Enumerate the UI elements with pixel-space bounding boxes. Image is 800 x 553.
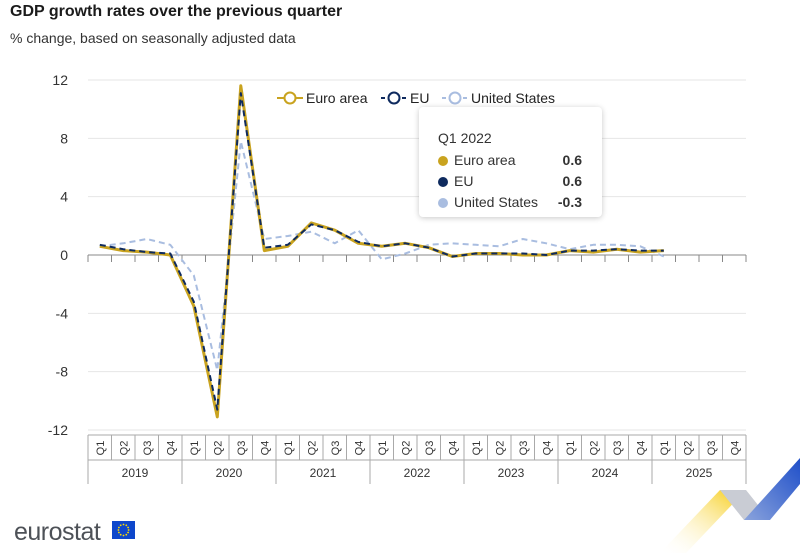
tooltip-value: 0.6 — [562, 152, 582, 168]
chart-title: GDP growth rates over the previous quart… — [10, 3, 343, 20]
x-year-label: 2021 — [310, 466, 337, 480]
x-quarter-label: Q1 — [565, 441, 577, 456]
x-year-label: 2025 — [686, 466, 713, 480]
x-quarter-label: Q2 — [212, 441, 224, 456]
y-tick-label: 8 — [60, 130, 68, 146]
chart-subtitle: % change, based on seasonally adjusted d… — [10, 30, 296, 46]
tooltip-name: Euro area — [454, 152, 516, 168]
y-tick-label: -8 — [56, 364, 69, 380]
tooltip-value: 0.6 — [562, 173, 582, 189]
x-quarter-label: Q3 — [142, 441, 154, 456]
x-quarter-label: Q2 — [306, 441, 318, 456]
legend-label: EU — [410, 90, 429, 106]
x-quarter-label: Q2 — [682, 441, 694, 456]
tooltip-row-eu: EU 0.6 — [438, 173, 598, 191]
x-quarter-label: Q4 — [635, 441, 647, 456]
x-quarter-label: Q3 — [706, 441, 718, 456]
tooltip-dot-eu — [438, 177, 448, 187]
y-tick-label: -4 — [56, 305, 69, 321]
legend-marker-united-states — [448, 91, 462, 105]
x-quarter-label: Q3 — [518, 441, 530, 456]
x-quarter-label: Q4 — [259, 441, 271, 456]
tooltip-period: Q1 2022 — [438, 130, 492, 146]
tooltip-name: United States — [454, 194, 539, 210]
x-quarter-label: Q4 — [729, 441, 741, 456]
x-quarter-label: Q2 — [118, 441, 130, 456]
x-quarter-label: Q2 — [494, 441, 506, 456]
y-tick-label: 4 — [60, 189, 68, 205]
eurostat-logo: eurostat — [14, 518, 101, 546]
series-line-euro-area — [99, 84, 664, 419]
x-quarter-label: Q1 — [95, 441, 107, 456]
chart-tooltip: Q1 2022 Euro area 0.6 EU 0.6 United Stat… — [419, 107, 602, 217]
y-tick-label: -12 — [48, 422, 68, 438]
x-quarter-label: Q2 — [588, 441, 600, 456]
x-quarter-label: Q4 — [353, 441, 365, 456]
legend-marker-eu — [387, 91, 401, 105]
x-quarter-label: Q1 — [189, 441, 201, 456]
x-quarter-label: Q3 — [236, 441, 248, 456]
tooltip-dot-united-states — [438, 198, 448, 208]
x-quarter-label: Q1 — [377, 441, 389, 456]
legend-label: United States — [471, 90, 555, 106]
y-tick-label: 0 — [60, 247, 68, 263]
x-year-label: 2022 — [404, 466, 431, 480]
x-quarter-label: Q2 — [400, 441, 412, 456]
x-year-label: 2019 — [122, 466, 149, 480]
x-quarter-label: Q1 — [659, 441, 671, 456]
legend-label: Euro area — [306, 90, 368, 106]
x-quarter-label: Q3 — [424, 441, 436, 456]
decorative-ribbon-icon — [660, 458, 800, 553]
tooltip-name: EU — [454, 173, 474, 189]
x-quarter-label: Q4 — [541, 441, 553, 456]
x-year-label: 2020 — [216, 466, 243, 480]
x-quarter-label: Q1 — [471, 441, 483, 456]
series-line-eu — [99, 92, 664, 411]
tooltip-row-united-states: United States -0.3 — [438, 194, 598, 212]
y-tick-label: 12 — [52, 72, 68, 88]
x-quarter-label: Q1 — [283, 441, 295, 456]
x-quarter-label: Q4 — [165, 441, 177, 456]
x-quarter-label: Q3 — [330, 441, 342, 456]
x-year-label: 2024 — [592, 466, 619, 480]
tooltip-value: -0.3 — [557, 194, 582, 210]
x-quarter-label: Q4 — [447, 441, 459, 456]
series-line-united-states — [99, 140, 665, 372]
legend-marker-euro-area — [283, 91, 297, 105]
tooltip-row-euro-area: Euro area 0.6 — [438, 152, 598, 170]
x-quarter-label: Q3 — [612, 441, 624, 456]
eu-flag-icon — [112, 521, 135, 539]
tooltip-dot-euro-area — [438, 156, 448, 166]
x-year-label: 2023 — [498, 466, 525, 480]
